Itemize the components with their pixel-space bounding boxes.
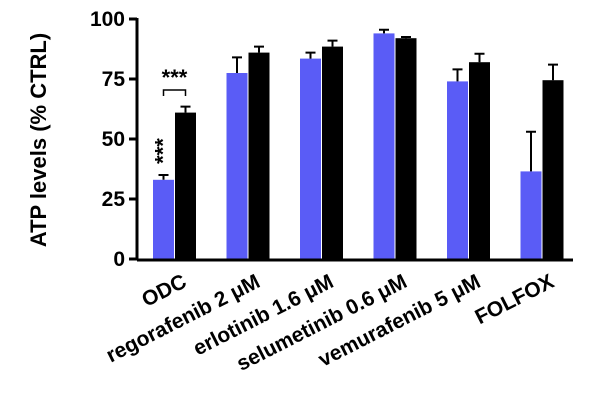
bar-2-series-0: [300, 58, 321, 260]
error-bar-4-series-1: [474, 52, 485, 63]
error-bar-0-series-0: [158, 174, 169, 180]
error-bar-2-series-1: [327, 39, 338, 47]
y-tick-label-4: 100: [90, 8, 125, 31]
bar-3-series-0: [373, 33, 395, 261]
y-axis: 0 25 50 75 100: [90, 8, 137, 271]
error-bar-5-series-0: [526, 130, 536, 172]
pair-significance-label: ***: [162, 65, 188, 90]
error-bar-1-series-0: [232, 56, 242, 73]
y-tick-label-2: 50: [102, 128, 125, 151]
bar-0-series-0: [153, 179, 174, 260]
bar-2-series-1: [322, 46, 343, 260]
bar-4-series-1: [469, 62, 490, 261]
y-axis-title: ATP levels (% CTRL): [26, 33, 51, 247]
bar-5-series-0: [520, 171, 542, 260]
error-bar-5-series-1: [548, 63, 558, 81]
bar-5-series-1: [542, 80, 564, 260]
bar-significance-label: ***: [151, 138, 176, 164]
bar-3-series-1: [395, 38, 417, 261]
y-tick-label-3: 75: [102, 68, 126, 91]
error-bar-2-series-0: [305, 51, 316, 59]
error-bar-4-series-0: [452, 68, 463, 82]
y-tick-label-1: 25: [102, 188, 126, 211]
category-label-5: FOLFOX: [471, 270, 557, 329]
significance-bracket: [162, 89, 187, 96]
annotations: *** ***: [151, 65, 188, 164]
error-bar-3-series-1: [401, 36, 411, 39]
bars: [153, 33, 564, 261]
bar-1-series-1: [248, 52, 270, 260]
bar-1-series-0: [226, 73, 248, 260]
bar-4-series-0: [447, 81, 468, 261]
error-bar-3-series-0: [379, 28, 389, 34]
error-bar-1-series-1: [254, 45, 264, 53]
y-tick-label-0: 0: [113, 248, 125, 271]
error-bar-0-series-1: [180, 105, 191, 113]
bar-0-series-1: [175, 112, 196, 260]
error-bars: [158, 28, 558, 180]
